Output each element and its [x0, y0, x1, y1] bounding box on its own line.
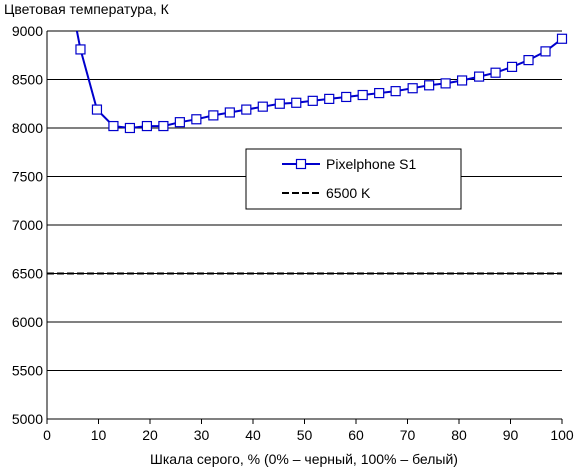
x-tick-label: 60 [348, 427, 364, 443]
y-tick-label: 5500 [12, 363, 43, 379]
y-tick-label: 9000 [12, 23, 43, 39]
y-tick-label: 6000 [12, 314, 43, 330]
x-tick-label: 100 [550, 427, 574, 443]
y-tick-label: 8500 [12, 72, 43, 88]
x-tick-label: 10 [91, 427, 107, 443]
data-point [174, 117, 185, 128]
legend-swatch-marker-pixelphone-s1 [295, 158, 307, 170]
x-tick-label: 40 [245, 427, 261, 443]
legend-label-pixelphone-s1: Pixelphone S1 [326, 156, 417, 172]
data-point [108, 120, 119, 132]
data-point [506, 61, 518, 72]
x-tick-label: 70 [400, 427, 416, 443]
x-tick-label: 30 [194, 427, 210, 443]
data-point [341, 91, 352, 103]
legend-box [245, 148, 462, 210]
series-layer [47, 30, 568, 275]
data-point [407, 83, 418, 94]
data-point [241, 104, 252, 115]
x-tick-label: 20 [142, 427, 158, 443]
y-tick-label: 6500 [12, 266, 43, 282]
data-point [556, 33, 568, 44]
data-point [257, 101, 268, 112]
y-tick-label: 7500 [12, 169, 43, 185]
data-point [390, 86, 401, 97]
data-point [324, 93, 335, 105]
x-tick-label: 90 [503, 427, 519, 443]
y-tick-label: 8000 [12, 120, 43, 136]
y-axis-title: Цветовая температура, К [4, 1, 170, 17]
data-point [357, 89, 368, 101]
x-tick-label: 80 [451, 427, 467, 443]
x-tick-label: 0 [43, 427, 51, 443]
data-point [191, 114, 202, 125]
data-point [540, 46, 551, 57]
data-point [490, 67, 501, 78]
y-tick-label: 5000 [12, 411, 43, 427]
data-point [141, 120, 153, 132]
data-point [307, 95, 318, 106]
data-point [75, 44, 86, 55]
data-point [523, 54, 534, 66]
data-point [91, 104, 103, 115]
legend-label-6500k: 6500 K [326, 185, 371, 201]
data-point [291, 97, 302, 108]
data-point [374, 87, 385, 99]
data-point [224, 107, 235, 118]
data-point [473, 71, 485, 82]
legend: Pixelphone S1 6500 K [245, 148, 462, 210]
x-tick-label: 50 [297, 427, 313, 443]
y-tick-label: 7000 [12, 217, 43, 233]
data-point [208, 110, 219, 121]
data-point [274, 98, 285, 109]
axes: 5000 5500 6000 6500 7000 7500 8000 8500 9000 0 10 2… [12, 23, 574, 443]
data-point [158, 120, 169, 132]
data-point [440, 78, 451, 89]
data-point [456, 75, 468, 86]
x-axis-title: Шкала серого, % (0% – черный, 100% – бел… [150, 451, 458, 467]
data-point [124, 122, 136, 134]
data-point [424, 80, 435, 91]
